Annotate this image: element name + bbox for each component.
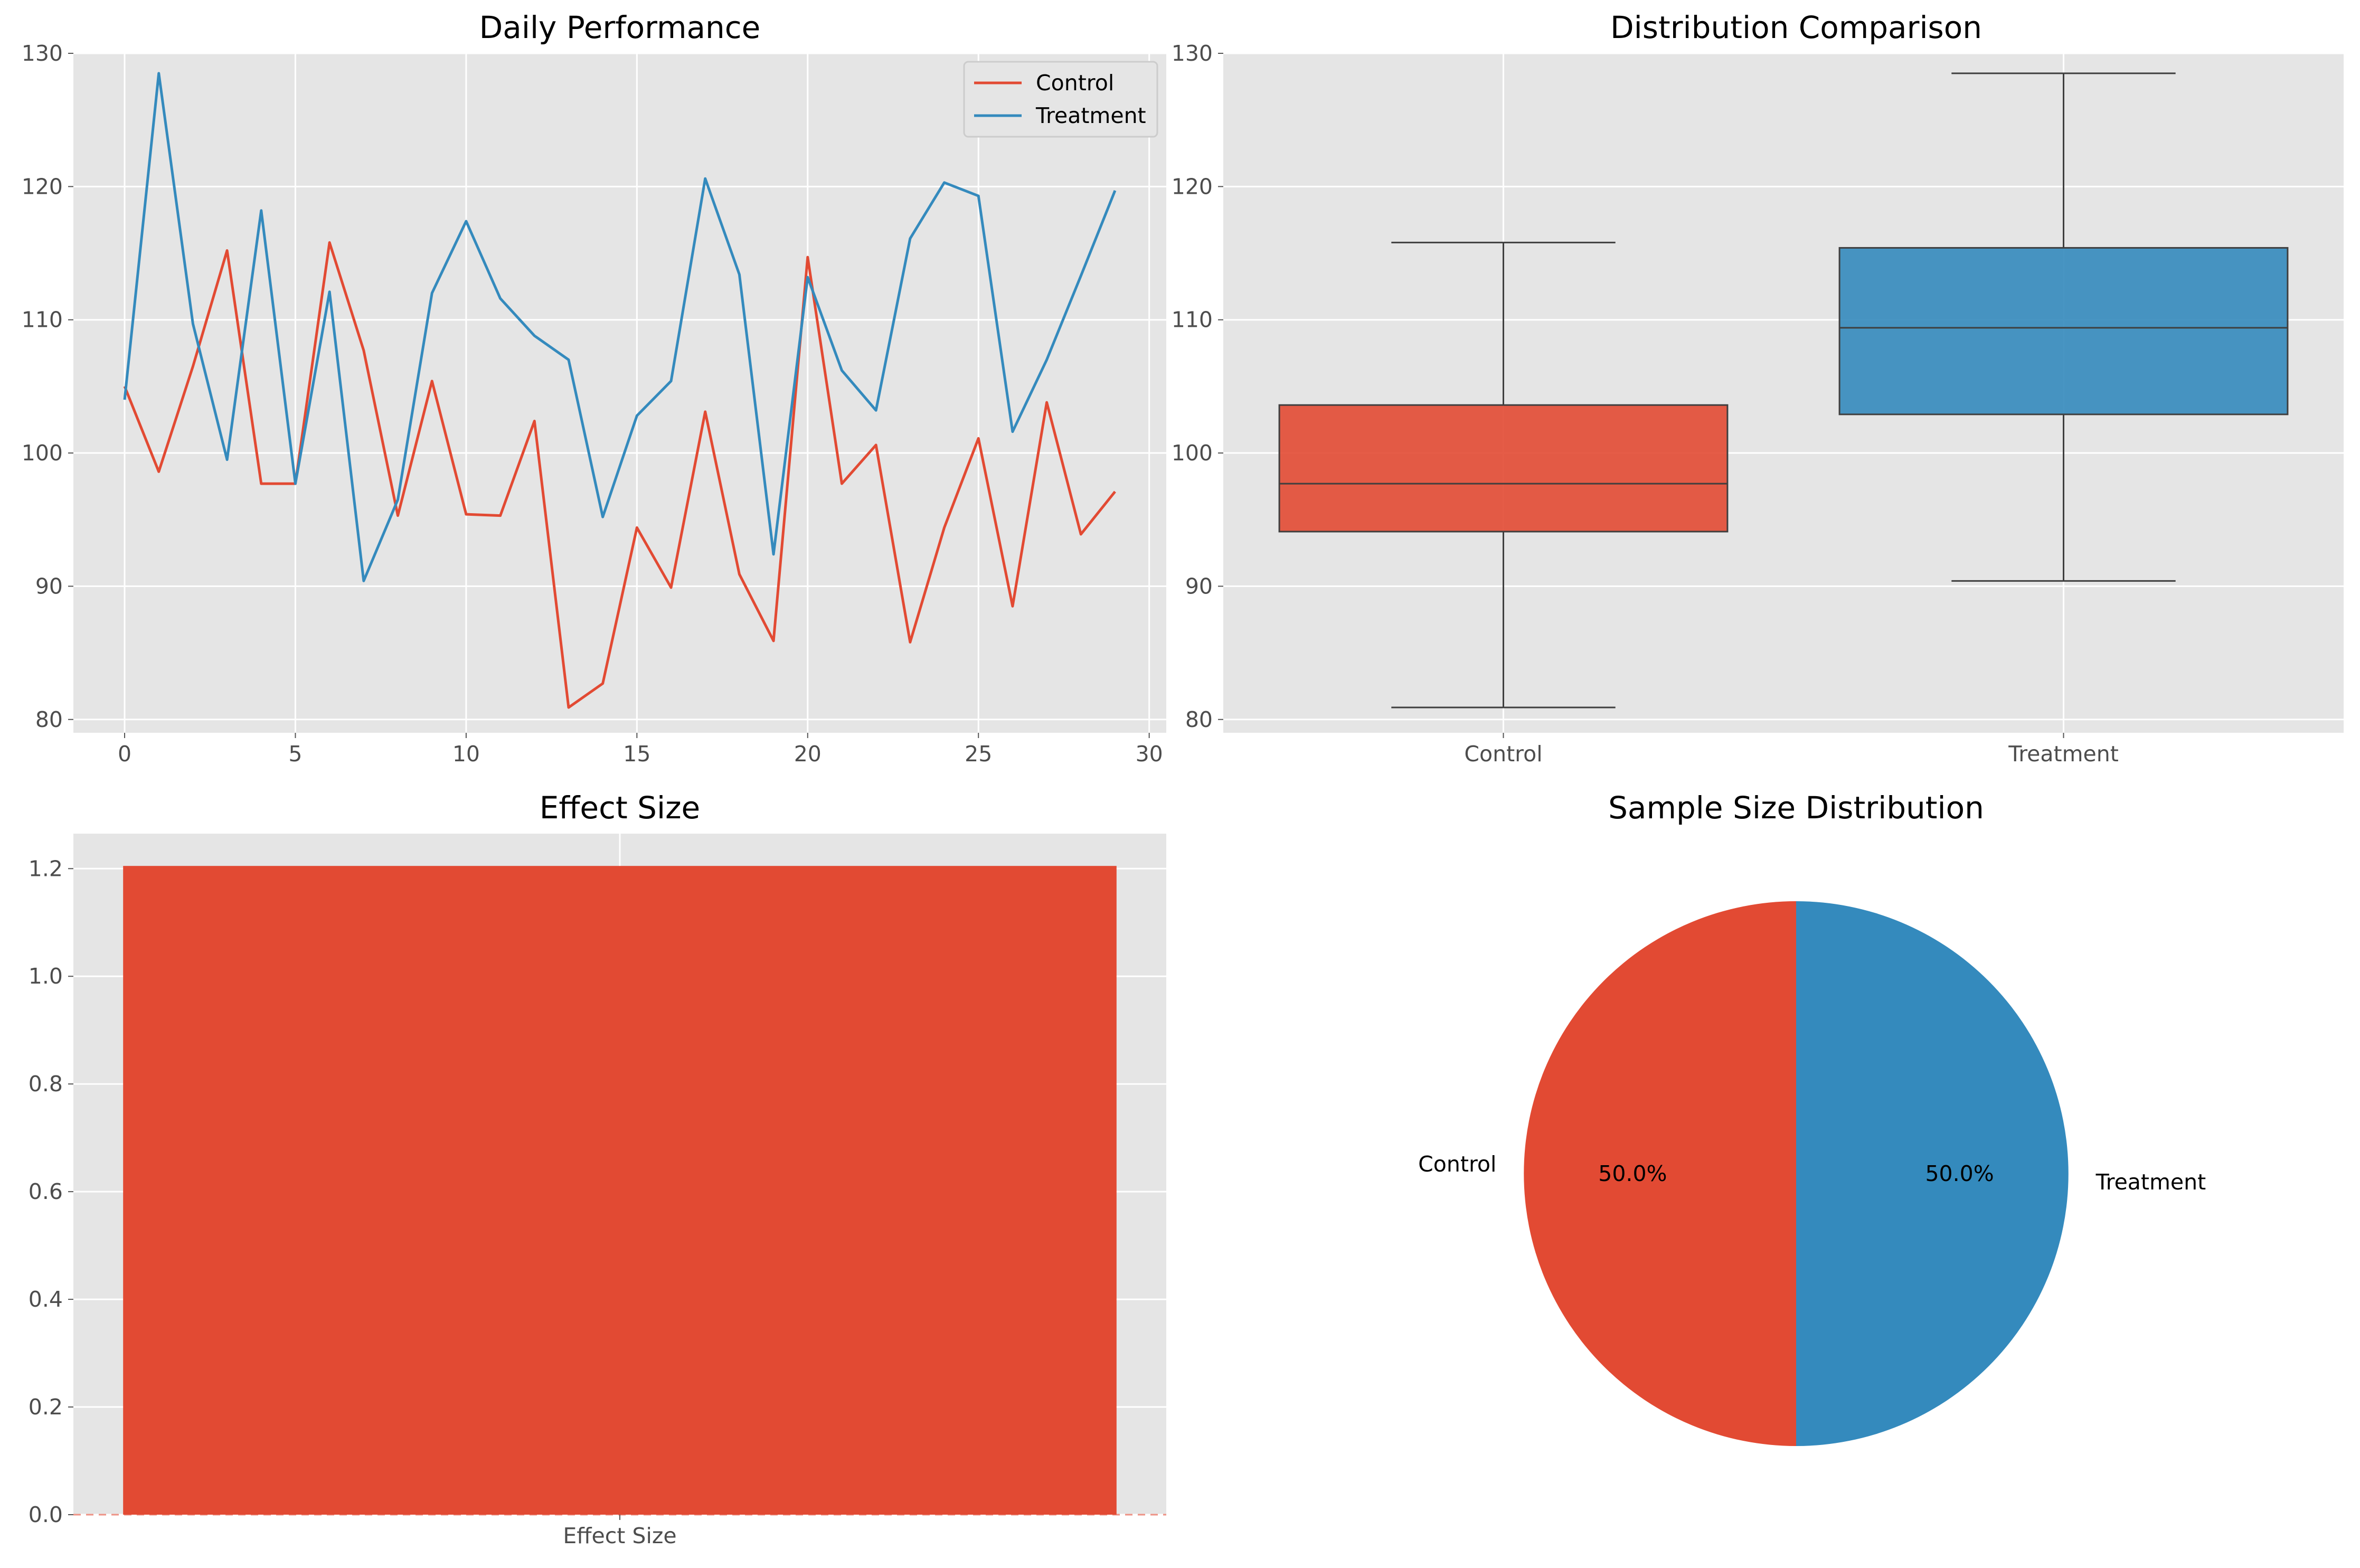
y-tick-label: 110	[22, 307, 63, 333]
box-control	[1278, 404, 1729, 533]
box-plot-boxes	[1278, 72, 2289, 709]
pie-chart-slices	[1524, 901, 2069, 1446]
box-plot-panel: 80 90 100 110 120 130 Control Treatment Distrib…	[1172, 10, 2344, 767]
y-tick-label: 90	[1185, 573, 1213, 599]
y-tick-label: 1.2	[29, 856, 63, 881]
pie-chart-title: Sample Size Distribution	[1608, 790, 1984, 826]
y-tick-label: 80	[1185, 707, 1213, 732]
y-tick-label: 80	[35, 707, 63, 732]
y-tick-label: 0.6	[29, 1179, 63, 1204]
line-chart-legend: Control Treatment	[963, 61, 1158, 138]
series-line-control	[123, 241, 1116, 709]
box-plot-title: Distribution Comparison	[1610, 10, 1982, 45]
pie-pct-label-treatment: 50.0%	[1925, 1161, 1994, 1186]
line-chart-title: Daily Performance	[479, 10, 761, 45]
y-tick-label: 130	[1172, 41, 1213, 66]
bar-chart-ticks: 0.0 0.2 0.4 0.6 0.8 1.0 1.2 Effect Size	[29, 856, 677, 1548]
pie-chart-panel: Control 50.0% Treatment 50.0% Sample Size D…	[1418, 790, 2206, 1446]
x-tick-label: 20	[794, 741, 822, 767]
pie-pct-label-control: 50.0%	[1598, 1161, 1667, 1186]
line-chart-series	[123, 72, 1117, 709]
bar-effect-size	[123, 866, 1117, 1515]
series-line-treatment	[123, 72, 1117, 582]
pie-label-control: Control	[1418, 1151, 1496, 1177]
y-tick-label: 120	[22, 174, 63, 199]
line-chart-ticks: 0 5 10 15 20 25 30 80 90 100 110 120 130	[22, 41, 1163, 767]
legend-label-control: Control	[1036, 70, 1114, 96]
bar-chart-title: Effect Size	[540, 790, 700, 826]
y-tick-label: 0.2	[29, 1394, 63, 1420]
x-tick-label-control: Control	[1464, 741, 1542, 767]
y-tick-label: 100	[1172, 440, 1213, 466]
y-tick-label: 1.0	[29, 964, 63, 989]
pie-slice-treatment	[1796, 901, 2069, 1446]
x-tick-label: 30	[1136, 741, 1163, 767]
box-plot-ticks: 80 90 100 110 120 130 Control Treatment	[1172, 41, 2119, 767]
legend-label-treatment: Treatment	[1035, 103, 1146, 128]
line-chart-panel: 0 5 10 15 20 25 30 80 90 100 110 120 130 Daily Perfo…	[22, 10, 1166, 767]
x-tick-label: 25	[965, 741, 992, 767]
y-tick-label: 110	[1172, 307, 1213, 333]
x-tick-label-treatment: Treatment	[2008, 741, 2119, 767]
pie-chart-labels: Control 50.0% Treatment 50.0%	[1418, 1151, 2206, 1195]
y-tick-label: 0.0	[29, 1502, 63, 1527]
x-tick-label: 5	[288, 741, 302, 767]
bar-chart-bars	[73, 866, 1166, 1516]
x-tick-label: 0	[118, 741, 131, 767]
legend-frame	[963, 61, 1158, 138]
box-treatment	[1838, 247, 2289, 415]
pie-slice-control	[1524, 901, 1796, 1446]
x-tick-label: Effect Size	[563, 1523, 676, 1548]
pie-label-treatment: Treatment	[2095, 1169, 2206, 1195]
line-chart-background	[73, 53, 1166, 733]
line-chart-grid	[73, 52, 1166, 733]
y-tick-label: 100	[22, 440, 63, 466]
y-tick-label: 0.4	[29, 1287, 63, 1312]
y-tick-label: 120	[1172, 174, 1213, 199]
y-tick-label: 130	[22, 41, 63, 66]
y-tick-label: 0.8	[29, 1071, 63, 1097]
y-tick-label: 90	[35, 573, 63, 599]
x-tick-label: 10	[452, 741, 480, 767]
bar-chart-panel: 0.0 0.2 0.4 0.6 0.8 1.0 1.2 Effect Size Effect …	[29, 790, 1166, 1548]
x-tick-label: 15	[623, 741, 650, 767]
